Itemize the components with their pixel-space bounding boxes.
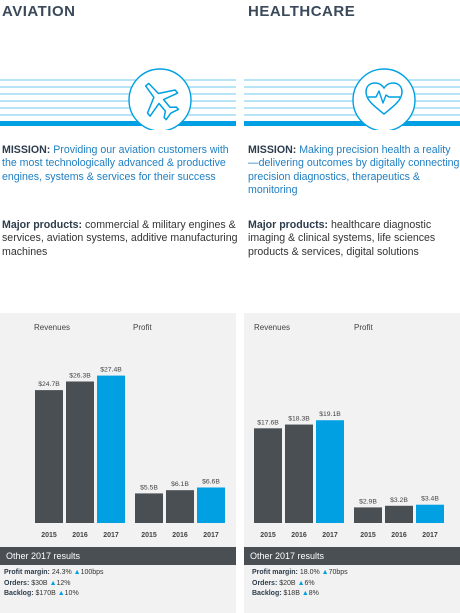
data-label: $6.1B xyxy=(171,481,189,488)
healthcare-chart: $17.6B 2015 $18.3B 2016 $19.1B 2017 $2.9B 2015 $… xyxy=(254,411,444,539)
x-tick-label: 2017 xyxy=(322,532,338,539)
data-label: $6.6B xyxy=(202,478,220,485)
data-label: $18.3B xyxy=(288,416,310,423)
bar-profit-2015 xyxy=(135,493,163,523)
products-label: Major products: xyxy=(248,219,329,231)
stat-orders: Orders: $20B ▲6% xyxy=(252,579,315,587)
results-stats: Profit margin: 24.3% ▲100bps Orders: $30… xyxy=(4,568,104,600)
stat-backlog: Backlog: $170B ▲10% xyxy=(4,590,79,597)
data-label: $24.7B xyxy=(38,381,60,388)
bar-revenues-2017 xyxy=(97,375,125,523)
section-title: HEALTHCARE xyxy=(248,3,356,20)
bar-revenues-2015 xyxy=(35,390,63,523)
bar-profit-2016 xyxy=(385,505,413,523)
mission-statement: MISSION: Providing our aviation customer… xyxy=(2,144,238,184)
aviation-section: AVIATION MISSION: Providing our aviation… xyxy=(0,3,238,613)
healthcare-hero xyxy=(244,38,460,130)
bar-profit-2017 xyxy=(197,487,225,523)
x-tick-label: 2015 xyxy=(41,532,57,539)
data-label: $2.9B xyxy=(359,498,377,505)
bar-profit-2017 xyxy=(416,504,444,523)
major-products: Major products: healthcare diagnostic im… xyxy=(248,219,460,259)
stat-profit-margin: Profit margin: 24.3% ▲100bps xyxy=(4,569,104,576)
mission-label: MISSION: xyxy=(248,144,297,156)
up-arrow-icon: ▲ xyxy=(321,569,329,576)
x-tick-label: 2016 xyxy=(291,532,307,539)
revenues-label: Revenues xyxy=(34,323,71,332)
stat-profit-margin: Profit margin: 18.0% ▲70bps xyxy=(252,569,348,576)
x-tick-label: 2015 xyxy=(360,532,376,539)
profit-label: Profit xyxy=(133,323,152,332)
x-tick-label: 2016 xyxy=(72,532,88,539)
hero-lines xyxy=(0,68,236,130)
other-results-header: Other 2017 results xyxy=(0,547,236,565)
mission-label: MISSION: xyxy=(2,144,51,156)
data-label: $27.4B xyxy=(100,367,122,374)
aviation-hero xyxy=(0,38,236,130)
bar-revenues-2016 xyxy=(285,424,313,523)
bar-revenues-2015 xyxy=(254,428,282,523)
data-label: $3.2B xyxy=(390,497,408,504)
products-text: healthcare diagnostic imaging & clinical… xyxy=(248,219,436,258)
revenues-label: Revenues xyxy=(254,323,291,332)
aviation-chart: $24.7B 2015 $26.3B 2016 $27.4B 2017 $5.5B 2015 $… xyxy=(35,367,225,539)
x-tick-label: 2015 xyxy=(260,532,276,539)
products-text: commercial & military engines & services… xyxy=(2,219,238,258)
data-label: $17.6B xyxy=(257,419,279,426)
bar-profit-2016 xyxy=(166,490,194,523)
up-arrow-icon: ▲ xyxy=(73,569,81,576)
data-label: $26.3B xyxy=(69,373,91,380)
bar-revenues-2017 xyxy=(316,420,344,523)
up-arrow-icon: ▲ xyxy=(297,579,305,587)
other-results-header: Other 2017 results xyxy=(244,547,460,565)
profit-label: Profit xyxy=(354,323,373,332)
up-arrow-icon: ▲ xyxy=(57,590,65,597)
airplane-icon xyxy=(128,68,192,130)
x-tick-label: 2016 xyxy=(172,532,188,539)
x-tick-label: 2017 xyxy=(103,532,119,539)
data-label: $19.1B xyxy=(319,411,341,418)
hero-lines xyxy=(244,68,460,130)
x-tick-label: 2015 xyxy=(141,532,157,539)
section-title: AVIATION xyxy=(2,3,76,20)
stat-backlog: Backlog: $18B ▲8% xyxy=(252,590,319,597)
data-label: $5.5B xyxy=(140,484,158,491)
mission-statement: MISSION: Making precision health a reali… xyxy=(248,144,460,198)
mission-text: Making precision health a reality—delive… xyxy=(248,144,460,197)
stat-orders: Orders: $30B ▲12% xyxy=(4,579,71,587)
up-arrow-icon: ▲ xyxy=(49,579,57,587)
x-tick-label: 2016 xyxy=(391,532,407,539)
major-products: Major products: commercial & military en… xyxy=(2,219,238,259)
data-label: $3.4B xyxy=(421,496,439,503)
mission-text: Providing our aviation customers with th… xyxy=(2,144,229,183)
bar-profit-2015 xyxy=(354,507,382,523)
up-arrow-icon: ▲ xyxy=(301,590,309,597)
x-tick-label: 2017 xyxy=(422,532,438,539)
bar-revenues-2016 xyxy=(66,381,94,523)
results-stats: Profit margin: 18.0% ▲70bps Orders: $20B… xyxy=(252,568,348,600)
products-label: Major products: xyxy=(2,219,83,231)
heart-pulse-icon xyxy=(352,68,416,130)
x-tick-label: 2017 xyxy=(203,532,219,539)
healthcare-section: HEALTHCARE MISSION: Making precision hea… xyxy=(244,0,460,613)
